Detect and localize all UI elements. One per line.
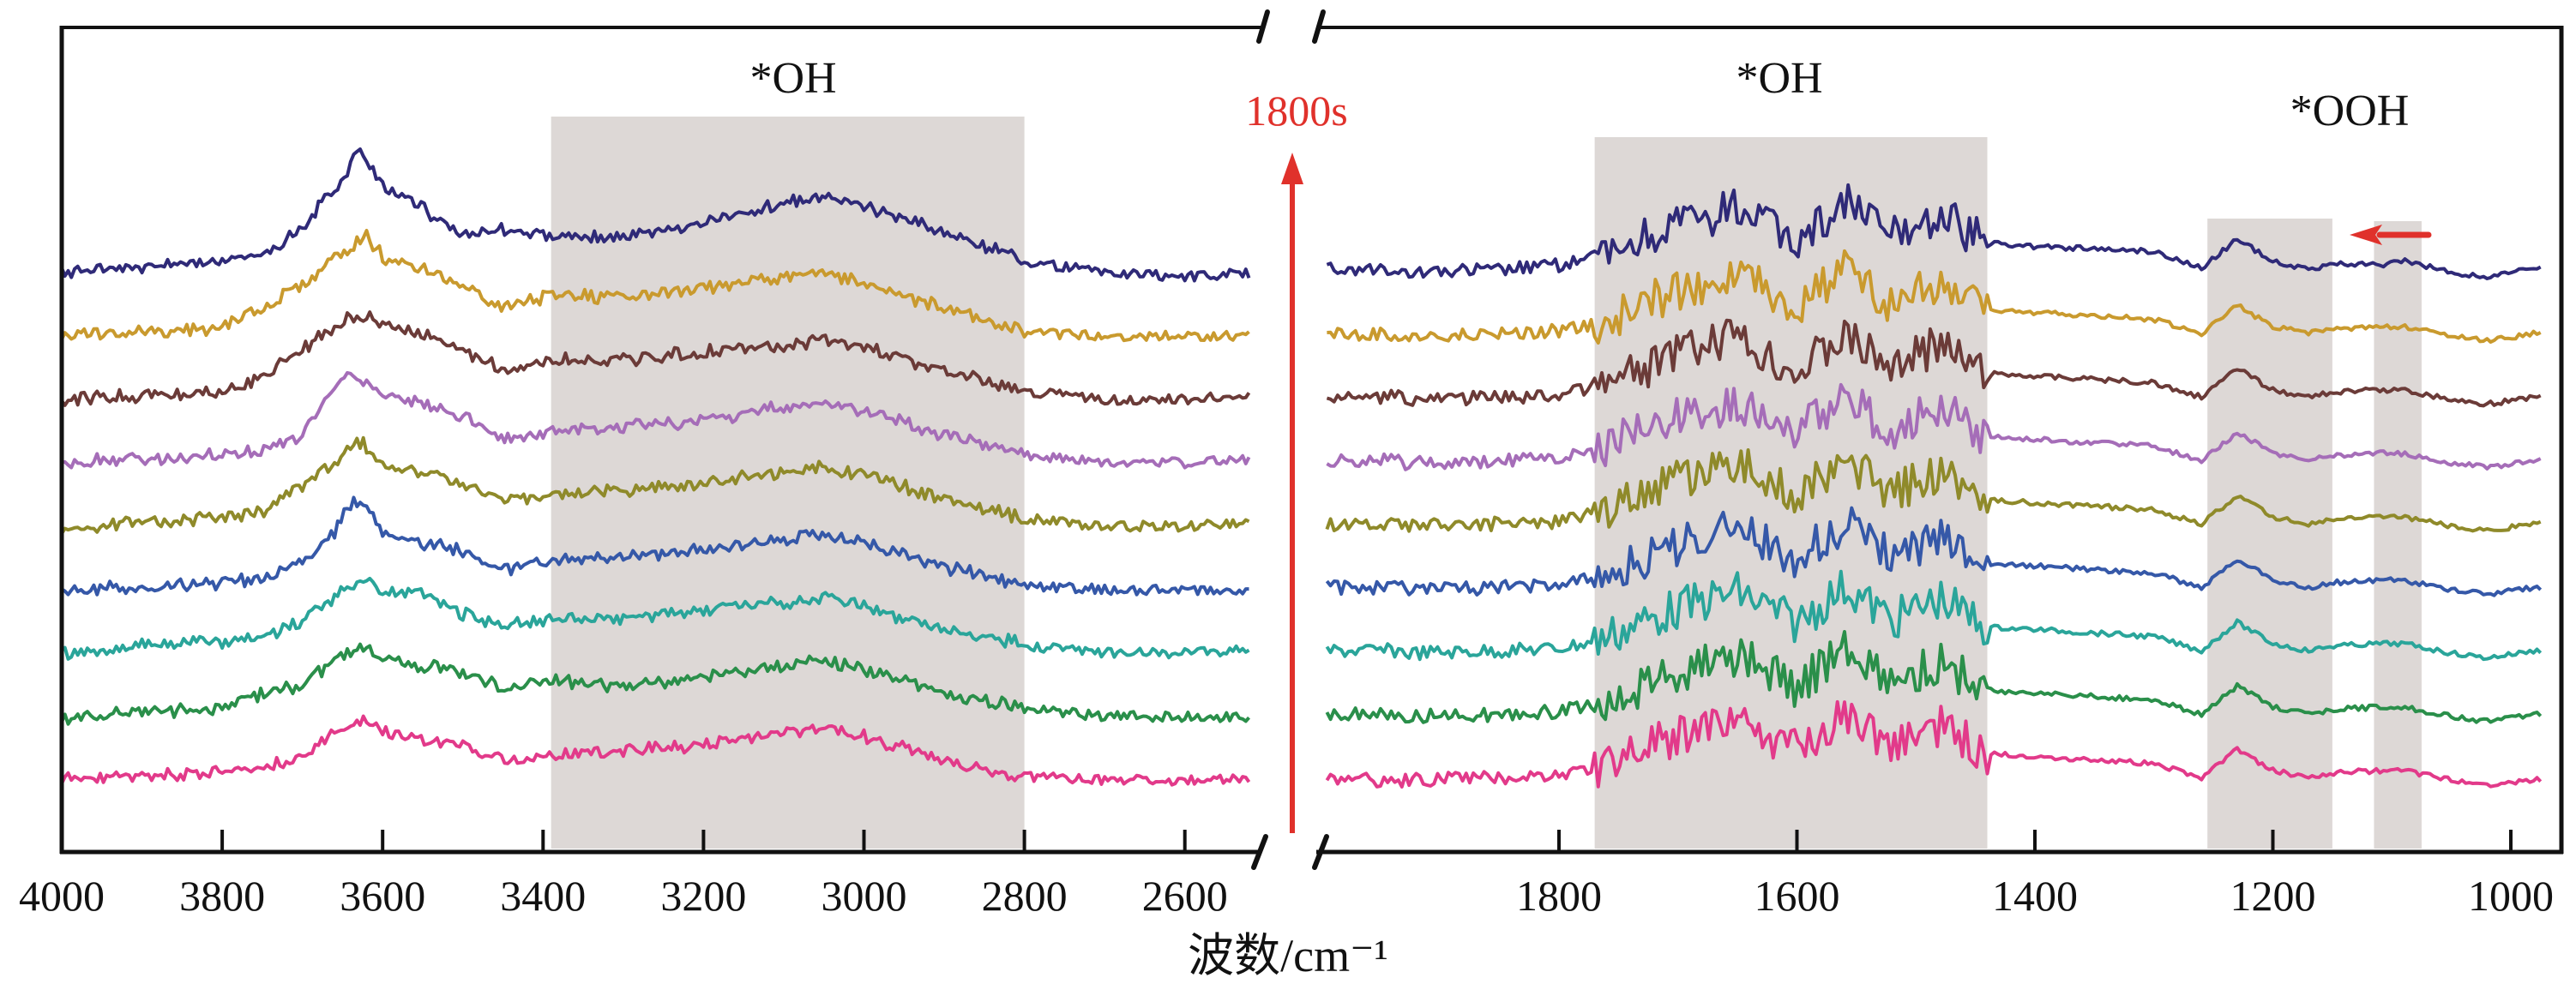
series-line-high	[60, 714, 1251, 787]
trace-spectrum-5	[60, 435, 2542, 535]
x-tick-label: 3600	[340, 872, 425, 920]
trace-spectrum-3	[60, 310, 2542, 408]
series-line-low	[1326, 318, 2542, 408]
x-tick-label: 1200	[2230, 872, 2316, 920]
series-line-low	[1325, 448, 2542, 533]
x-tick-label: 4000	[19, 872, 105, 920]
series-line-low	[1327, 249, 2542, 345]
trace-spectrum-1	[60, 147, 2542, 283]
x-tick-labels: 4000 3800 3600 3400 3200 3000 2800 2600 1800 1600…	[19, 872, 2554, 920]
series-line-low	[1326, 183, 2542, 280]
series-line-high	[60, 147, 1251, 283]
axis-break-mark	[1251, 834, 1268, 870]
shaded-region-oh	[551, 117, 1025, 849]
x-axis-label: 波数/cm⁻¹	[1188, 930, 1388, 981]
spectra-traces	[60, 147, 2543, 789]
annotation-ooh: *OOH	[2290, 87, 2410, 135]
shaded-region-ooh-secondary	[2374, 221, 2422, 849]
x-tick-label: 1600	[1754, 872, 1840, 920]
shaded-regions	[551, 117, 2422, 849]
time-arrow-icon	[1281, 153, 1303, 833]
x-tick-label: 2600	[1142, 872, 1228, 920]
axis-break-mark	[1312, 834, 1329, 870]
x-tick-label: 1400	[1992, 872, 2078, 920]
series-line-low	[1325, 506, 2543, 597]
trace-spectrum-6	[60, 495, 2543, 597]
series-line-high	[60, 495, 1249, 597]
series-line-high	[60, 229, 1250, 343]
series-line-low	[1325, 569, 2543, 662]
series-line-high	[61, 370, 1251, 470]
time-label-1800s: 1800s	[1245, 87, 1347, 135]
x-tick-label: 3200	[660, 872, 746, 920]
trace-spectrum-9	[60, 699, 2543, 789]
x-tick-label: 1800	[1516, 872, 1602, 920]
axis-break-mark	[1312, 9, 1326, 44]
trace-spectrum-8	[60, 630, 2543, 726]
series-line-low	[1326, 382, 2542, 471]
x-tick-label: 3400	[500, 872, 586, 920]
plot-frame	[59, 9, 2564, 870]
trace-spectrum-4	[61, 370, 2542, 471]
x-ticks	[220, 830, 2513, 852]
annotation-oh-left: *OH	[749, 54, 836, 103]
axis-break-mark	[1256, 9, 1270, 44]
trace-spectrum-2	[60, 229, 2542, 345]
series-line-high	[60, 576, 1250, 661]
annotation-oh-right: *OH	[1736, 54, 1822, 103]
series-line-high	[60, 435, 1250, 535]
series-line-high	[60, 310, 1251, 407]
x-tick-label: 3000	[822, 872, 907, 920]
series-line-low	[1325, 699, 2543, 789]
series-line-low	[1325, 630, 2543, 724]
series-line-high	[60, 642, 1251, 726]
x-tick-label: 3800	[179, 872, 265, 920]
x-tick-label: 2800	[982, 872, 1068, 920]
trace-spectrum-7	[60, 569, 2543, 662]
ooh-shift-arrow-icon	[2350, 225, 2432, 245]
x-tick-label: 1000	[2468, 872, 2554, 920]
